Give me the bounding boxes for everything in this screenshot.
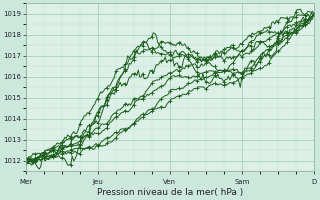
X-axis label: Pression niveau de la mer( hPa ): Pression niveau de la mer( hPa ) [97,188,243,197]
